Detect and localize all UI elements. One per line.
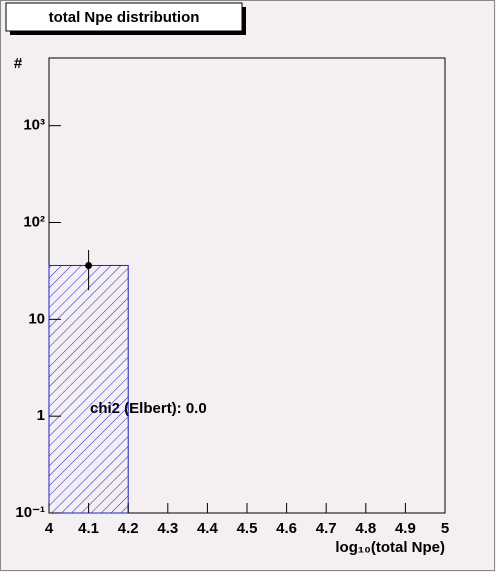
x-tick-label: 4 bbox=[45, 520, 54, 537]
x-tick-label: 4.1 bbox=[78, 520, 99, 537]
y-tick-label: 1 bbox=[37, 407, 45, 424]
bar bbox=[48, 264, 129, 514]
x-tick-label: 5 bbox=[441, 520, 449, 537]
x-tick-label: 4.4 bbox=[197, 520, 219, 537]
x-tick-label: 4.2 bbox=[118, 520, 139, 537]
title-box bbox=[5, 2, 243, 32]
y-tick-label: 10⁻¹ bbox=[15, 504, 45, 521]
data-point bbox=[85, 261, 93, 269]
y-tick-label: 10³ bbox=[23, 117, 45, 134]
x-tick-label: 4.3 bbox=[157, 520, 178, 537]
x-tick-label: 4.8 bbox=[355, 520, 376, 537]
x-tick-label: 4.5 bbox=[237, 520, 258, 537]
y-tick-label: 10² bbox=[23, 213, 45, 230]
y-tick-label: 10 bbox=[28, 310, 45, 327]
chart-title: total Npe distribution bbox=[49, 9, 200, 26]
x-tick-label: 4.6 bbox=[276, 520, 297, 537]
y-axis-label: # bbox=[14, 55, 23, 72]
x-tick-label: 4.9 bbox=[395, 520, 416, 537]
x-axis-label: log₁₀(total Npe) bbox=[335, 539, 445, 556]
x-tick-label: 4.7 bbox=[316, 520, 337, 537]
